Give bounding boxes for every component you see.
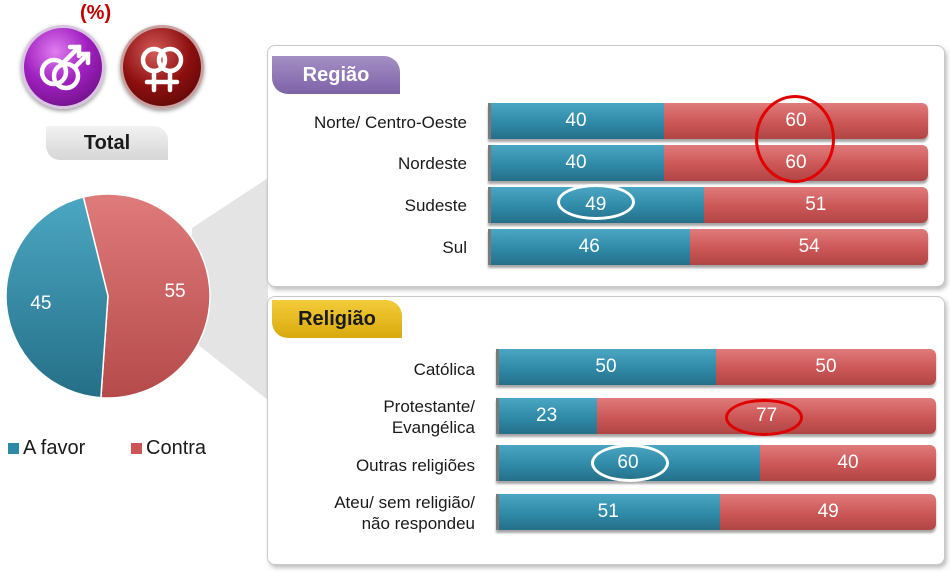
regiao-row-label: Sul xyxy=(442,238,467,257)
highlight-ring-white xyxy=(591,444,669,482)
bar-segment-favor: 50 xyxy=(496,349,716,385)
religiao-bar: 51 49 xyxy=(496,494,936,530)
religiao-bar: 23 77 xyxy=(496,398,936,434)
highlight-ring-red xyxy=(725,399,803,436)
pie-label-favor: 45 xyxy=(30,293,51,314)
bar-segment-contra: 54 xyxy=(690,229,928,265)
unit-label: (%) xyxy=(80,2,112,24)
religiao-row-label-line: Protestante/ xyxy=(383,397,475,416)
regiao-bar: 49 51 xyxy=(488,187,928,223)
total-label: Total xyxy=(46,126,168,160)
religiao-bar: 50 50 xyxy=(496,349,936,385)
bar-segment-favor: 46 xyxy=(488,229,691,265)
religiao-row-label-line: Ateu/ sem religião/ xyxy=(334,493,475,512)
bar-segment-contra: 51 xyxy=(703,187,928,223)
bar-segment-contra: 50 xyxy=(716,349,936,385)
legend-swatch-favor xyxy=(8,443,19,454)
pie-label-contra: 55 xyxy=(164,281,185,302)
total-pie-chart: 45 55 xyxy=(5,193,211,399)
regiao-bar: 46 54 xyxy=(488,229,928,265)
religiao-row-label: Protestante/ Evangélica xyxy=(280,396,475,438)
bar-segment-favor: 23 xyxy=(496,398,598,434)
highlight-ring-white xyxy=(557,184,635,220)
bar-segment-favor: 40 xyxy=(488,145,664,181)
legend-label-favor: A favor xyxy=(23,437,86,459)
regiao-row-label: Norte/ Centro-Oeste xyxy=(313,113,467,132)
legend-swatch-contra xyxy=(131,443,142,454)
regiao-row-label: Nordeste xyxy=(398,154,467,173)
bar-segment-favor: 51 xyxy=(496,494,721,530)
religiao-row-label-line: não respondeu xyxy=(361,514,475,533)
bar-segment-favor: 40 xyxy=(488,103,664,139)
double-male-symbol-icon xyxy=(21,25,105,109)
regiao-title: Região xyxy=(272,56,400,94)
religiao-bar: 60 40 xyxy=(496,445,936,481)
religiao-title: Religião xyxy=(272,300,402,338)
religiao-row-label-line: Evangélica xyxy=(391,418,475,437)
regiao-bar: 40 60 xyxy=(488,103,928,139)
highlight-ring-red xyxy=(755,95,835,183)
regiao-bar: 40 60 xyxy=(488,145,928,181)
bar-segment-contra: 49 xyxy=(720,494,936,530)
pie-slice-contra xyxy=(82,193,211,399)
religiao-row-label: Outras religiões xyxy=(355,456,475,475)
double-female-symbol-icon xyxy=(120,25,204,109)
regiao-row-label: Sudeste xyxy=(404,196,467,215)
callout-connector xyxy=(192,178,268,400)
religiao-row-label: Ateu/ sem religião/ não respondeu xyxy=(280,492,475,534)
religiao-row-label: Católica xyxy=(413,360,475,379)
legend-label-contra: Contra xyxy=(146,437,207,459)
bar-segment-contra: 40 xyxy=(760,445,936,481)
legend-item-contra: Contra xyxy=(131,437,206,460)
legend-item-favor: A favor xyxy=(8,437,85,460)
pie-slice-favor xyxy=(5,196,109,399)
